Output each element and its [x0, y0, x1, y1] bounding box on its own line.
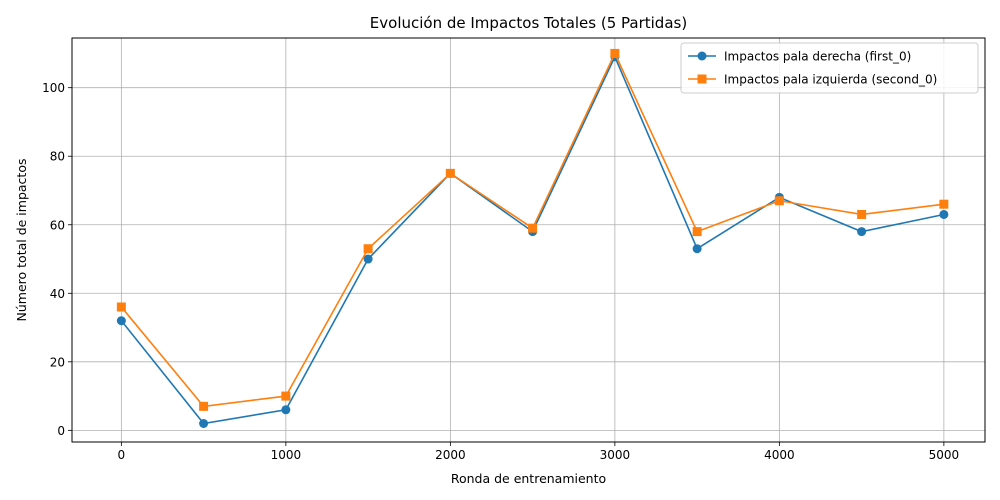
data-point: [281, 391, 291, 401]
y-tick-label: 40: [50, 287, 65, 301]
legend: Impactos pala derecha (first_0) Impactos …: [680, 42, 979, 94]
x-tick-label: 0: [118, 448, 126, 462]
y-axis: 0 20 40 60 80 100: [42, 81, 72, 438]
data-point: [774, 196, 784, 206]
series-2: [116, 48, 949, 411]
plot-frame: [71, 37, 986, 443]
x-tick-label: 5000: [929, 448, 960, 462]
data-point: [857, 227, 867, 237]
data-point: [363, 244, 373, 254]
y-tick-label: 60: [50, 218, 65, 232]
data-point: [692, 227, 702, 237]
legend-entry: Impactos pala derecha (first_0): [688, 50, 911, 64]
data-point: [939, 199, 949, 209]
chart-title: Evolución de Impactos Totales (5 Partida…: [370, 14, 687, 32]
data-point: [281, 405, 291, 415]
legend-label: Impactos pala derecha (first_0): [724, 50, 911, 64]
legend-entry: Impactos pala izquierda (second_0): [688, 73, 937, 87]
data-point: [116, 316, 126, 326]
x-tick-label: 3000: [600, 448, 631, 462]
data-point: [199, 401, 209, 411]
data-point: [528, 223, 538, 233]
data-point: [610, 48, 620, 58]
x-tick-label: 2000: [435, 448, 466, 462]
x-tick-label: 4000: [764, 448, 795, 462]
y-tick-label: 0: [57, 424, 65, 438]
data-point: [692, 244, 702, 254]
legend-box: [680, 42, 979, 94]
x-tick-label: 1000: [271, 448, 302, 462]
data-point: [116, 302, 126, 312]
data-point: [857, 209, 867, 219]
y-axis-label: Número total de impactos: [14, 159, 29, 322]
x-axis-label: Ronda de entrenamiento: [451, 471, 606, 486]
x-axis: 0 1000 2000 3000 4000 5000: [118, 442, 960, 462]
y-tick-label: 20: [50, 355, 65, 369]
y-tick-label: 100: [42, 81, 65, 95]
legend-marker: [697, 51, 707, 61]
data-point: [199, 418, 209, 428]
legend-label: Impactos pala izquierda (second_0): [724, 73, 937, 87]
data-point: [939, 209, 949, 219]
data-point: [363, 254, 373, 264]
y-tick-label: 80: [50, 150, 65, 164]
legend-marker: [697, 74, 707, 84]
series-layer: [116, 48, 949, 428]
data-point: [445, 168, 455, 178]
